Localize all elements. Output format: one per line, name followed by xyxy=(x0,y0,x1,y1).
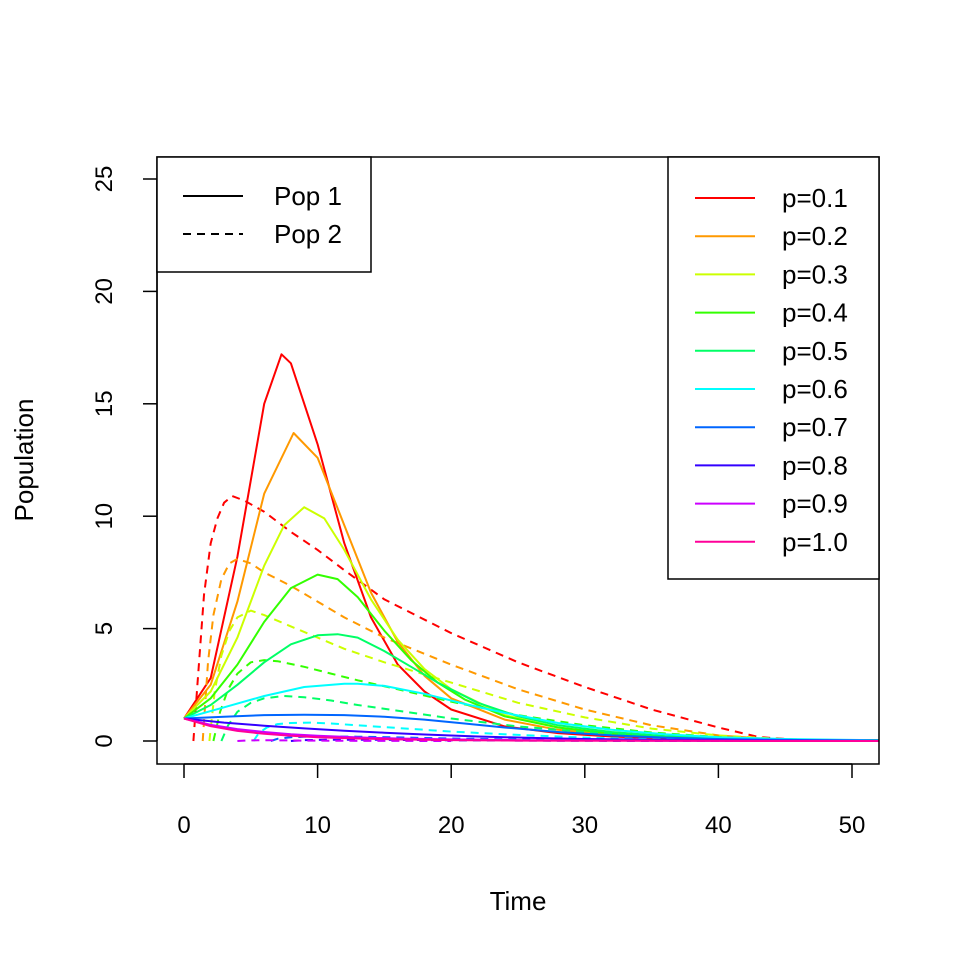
y-tick-label: 25 xyxy=(91,166,118,193)
series-line-p03-dashed xyxy=(208,609,879,742)
series-line-p05-dashed xyxy=(220,695,879,742)
legend-label: Pop 1 xyxy=(274,181,342,211)
x-tick-label: 20 xyxy=(438,812,465,839)
y-axis-title: Population xyxy=(9,399,39,522)
legend-color: p=0.1 p=0.2 p=0.3 p=0.4 p=0.5 p=0.6 p=0.7 p=0.8… xyxy=(667,156,880,580)
legend-box xyxy=(667,156,880,580)
series-line-p10-solid xyxy=(183,717,879,742)
legend-label: p=0.3 xyxy=(782,259,848,289)
series-line-p07-solid xyxy=(183,713,879,742)
legend-label: p=1.0 xyxy=(782,527,848,557)
legend-line-type: Pop 1 Pop 2 xyxy=(156,156,372,273)
legend-box xyxy=(156,156,372,273)
legend-label: p=0.2 xyxy=(782,221,848,251)
x-tick-label: 10 xyxy=(304,812,331,839)
series-line-p06-solid xyxy=(183,682,879,742)
x-tick-label: 0 xyxy=(177,812,190,839)
y-tick-label: 15 xyxy=(91,390,118,417)
legend-label: p=0.8 xyxy=(782,450,848,480)
x-tick-label: 30 xyxy=(571,812,598,839)
legend-label: p=0.7 xyxy=(782,412,848,442)
legend-label: p=0.4 xyxy=(782,298,848,328)
x-axis-title: Time xyxy=(490,886,547,916)
series-line-p02-dashed xyxy=(201,557,879,742)
y-axis: 0 5 10 15 20 25 xyxy=(91,166,158,748)
legend-label: Pop 2 xyxy=(274,219,342,249)
series-line-p01-dashed xyxy=(192,495,879,742)
legend-label: p=0.5 xyxy=(782,336,848,366)
y-tick-label: 10 xyxy=(91,503,118,530)
x-tick-label: 50 xyxy=(839,812,866,839)
legend-label: p=0.9 xyxy=(782,489,848,519)
x-tick-label: 40 xyxy=(705,812,732,839)
series-layer xyxy=(183,353,879,742)
y-tick-label: 5 xyxy=(91,622,118,635)
y-tick-label: 20 xyxy=(91,278,118,305)
legend-label: p=0.6 xyxy=(782,374,848,404)
x-axis: 0 10 20 30 40 50 xyxy=(177,763,866,839)
y-tick-label: 0 xyxy=(91,734,118,747)
legend-label: p=0.1 xyxy=(782,183,848,213)
